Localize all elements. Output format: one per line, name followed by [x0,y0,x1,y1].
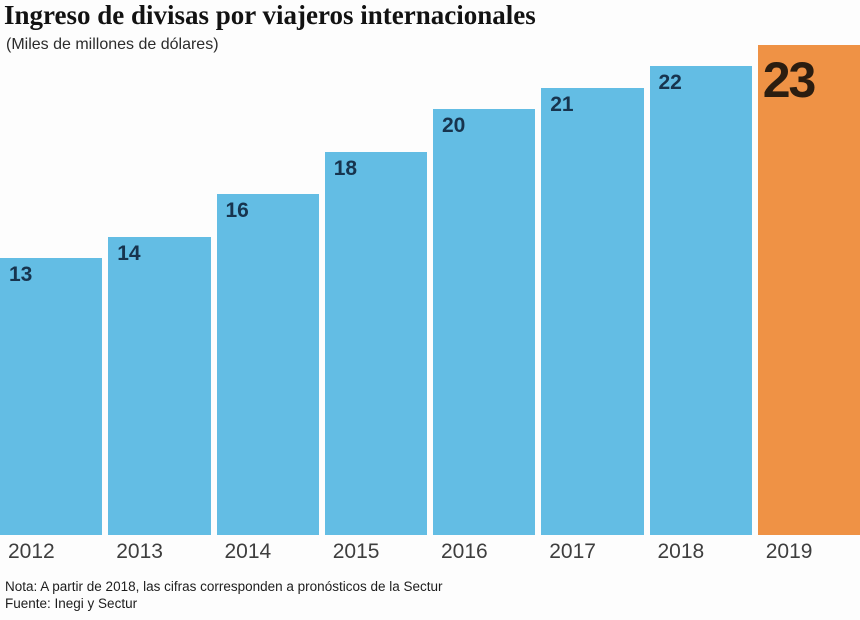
bar-value-label: 23 [762,52,817,108]
x-axis-label-2016: 2016 [441,540,488,563]
bar-value-label: 20 [442,114,466,137]
x-axis-label-2015: 2015 [332,540,380,563]
plot-area: 13 14 16 18 20 21 22 23 [0,42,860,535]
bar-2012: 13 [0,258,103,535]
bar-2015: 18 [324,152,427,535]
chart-subtitle: (Miles de millones de dólares) [6,36,219,53]
bar-value-label: 14 [117,242,141,265]
bar-2018: 22 [649,66,752,535]
bar-value-label: 18 [333,157,358,180]
bar-2013: 14 [108,237,211,535]
bar-2019: 23 [757,45,860,535]
chart-title: Ingreso de divisas por viajeros internac… [4,0,536,30]
bar-value-label: 22 [658,71,682,94]
bar-2016: 20 [433,109,536,535]
x-axis-label-2018: 2018 [657,540,705,563]
x-axis-label-2012: 2012 [8,540,55,563]
x-axis-labels: 2012 2013 2014 2015 2016 2017 2018 2019 [0,540,860,564]
x-axis-label-2019: 2019 [765,540,813,563]
note-text: Nota: A partir de 2018, las cifras corre… [5,579,443,594]
bar-2014: 16 [216,194,319,535]
x-axis-label-2014: 2014 [224,540,272,563]
x-axis-label-2013: 2013 [116,540,163,563]
bar-value-label: 16 [225,199,249,222]
source-text: Fuente: Inegi y Sectur [5,596,138,611]
bar-value-label: 13 [9,263,33,286]
x-axis-label-2017: 2017 [549,540,596,563]
bar-value-label: 21 [550,93,574,116]
bar-2017: 21 [541,88,644,535]
